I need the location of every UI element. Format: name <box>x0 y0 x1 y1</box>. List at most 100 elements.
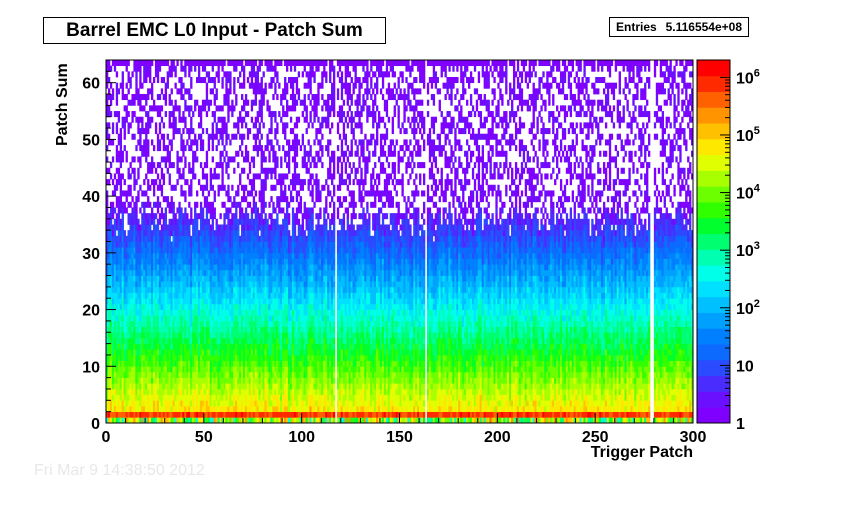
heatmap-cell <box>254 235 258 242</box>
heatmap-cell <box>117 207 121 214</box>
heatmap-cell <box>295 162 299 169</box>
heatmap-cell <box>262 360 265 367</box>
heatmap-cell <box>213 258 216 265</box>
heatmap-cell <box>111 326 115 333</box>
heatmap-cell <box>293 60 297 67</box>
heatmap-cell <box>145 417 148 424</box>
heatmap-cell <box>250 371 254 378</box>
heatmap-cell <box>190 213 193 220</box>
heatmap-cell <box>258 196 261 203</box>
heatmap-cell <box>233 298 236 305</box>
heatmap-cell <box>186 230 189 237</box>
heatmap-cell <box>284 77 287 84</box>
heatmap-cell <box>248 383 252 390</box>
heatmap-cell <box>135 60 138 67</box>
heatmap-cell <box>297 207 301 214</box>
heatmap-cell <box>201 65 205 72</box>
heatmap-cell <box>231 133 234 140</box>
heatmap-cell <box>291 179 295 186</box>
heatmap-cell <box>250 343 254 350</box>
heatmap-cell <box>125 326 128 333</box>
heatmap-cell <box>115 292 119 299</box>
heatmap-cell <box>135 303 138 310</box>
heatmap-cell <box>149 213 152 220</box>
heatmap-cell <box>207 332 211 339</box>
heatmap-cell <box>160 286 164 293</box>
heatmap-cell <box>139 281 142 288</box>
heatmap-cell <box>178 230 181 237</box>
heatmap-cell <box>227 241 230 248</box>
heatmap-cell <box>207 133 211 140</box>
heatmap-cell <box>125 281 128 288</box>
heatmap-cell <box>254 400 258 407</box>
heatmap-cell <box>268 315 271 322</box>
heatmap-cell <box>172 133 175 140</box>
heatmap-cell <box>295 309 299 316</box>
heatmap-cell <box>156 77 160 84</box>
heatmap-cell <box>297 298 301 305</box>
heatmap-cell <box>188 258 191 265</box>
heatmap-cell <box>190 82 193 89</box>
heatmap-cell <box>223 315 226 322</box>
heatmap-cell <box>239 264 242 271</box>
heatmap-cell <box>262 201 265 208</box>
heatmap-cell <box>266 366 269 373</box>
heatmap-cell <box>156 230 160 237</box>
heatmap-cell <box>295 173 299 180</box>
heatmap-cell <box>231 360 234 367</box>
heatmap-cell <box>291 218 295 225</box>
heatmap-cell <box>264 173 267 180</box>
heatmap-cell <box>145 292 148 299</box>
heatmap-cell <box>113 247 117 254</box>
heatmap-cell <box>115 298 119 305</box>
heatmap-cell <box>278 411 281 418</box>
heatmap-cell <box>291 354 295 361</box>
heatmap-cell <box>231 224 234 231</box>
heatmap-cell <box>305 349 308 356</box>
heatmap-cell <box>174 281 177 288</box>
heatmap-cell <box>274 252 277 259</box>
heatmap-cell <box>137 411 140 418</box>
heatmap-cell <box>182 241 185 248</box>
heatmap-cell <box>272 309 275 316</box>
heatmap-cell <box>303 315 306 322</box>
heatmap-cell <box>248 411 252 418</box>
heatmap-cell <box>297 315 301 322</box>
heatmap-cell <box>242 252 246 259</box>
heatmap-cell <box>164 196 168 203</box>
heatmap-cell <box>154 128 158 135</box>
heatmap-cell <box>192 309 195 316</box>
heatmap-cell <box>125 400 128 407</box>
heatmap-cell <box>217 275 220 282</box>
heatmap-cell <box>125 241 128 248</box>
heatmap-cell <box>235 343 238 350</box>
heatmap-cell <box>225 88 228 95</box>
heatmap-cell <box>260 298 263 305</box>
heatmap-cell <box>147 411 150 418</box>
heatmap-cell <box>223 411 226 418</box>
heatmap-cell <box>145 303 148 310</box>
heatmap-cell <box>111 383 115 390</box>
heatmap-cell <box>242 190 246 197</box>
heatmap-cell <box>227 417 230 424</box>
heatmap-cell <box>172 417 175 424</box>
heatmap-cell <box>129 190 132 197</box>
heatmap-cell <box>289 337 293 344</box>
heatmap-cell <box>129 173 132 180</box>
heatmap-cell <box>129 377 132 384</box>
heatmap-cell <box>162 213 166 220</box>
heatmap-cell <box>149 286 152 293</box>
heatmap-cell <box>244 309 248 316</box>
heatmap-cell <box>172 213 175 220</box>
heatmap-cell <box>125 332 128 339</box>
heatmap-cell <box>233 411 236 418</box>
heatmap-cell <box>121 224 124 231</box>
heatmap-cell <box>196 258 199 265</box>
heatmap-cell <box>235 122 238 129</box>
heatmap-cell <box>111 241 115 248</box>
heatmap-cell <box>127 88 130 95</box>
heatmap-cell <box>168 247 171 254</box>
heatmap-cell <box>264 88 267 95</box>
heatmap-cell <box>291 94 295 101</box>
heatmap-cell <box>199 213 203 220</box>
